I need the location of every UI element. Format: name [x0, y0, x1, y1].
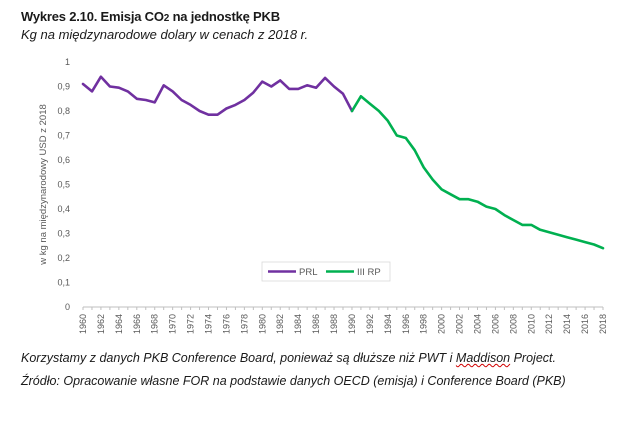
x-tick-label: 2012	[544, 314, 554, 334]
y-axis: 0 0,1 0,2 0,3 0,4 0,5 0,6 0,7 0,8 0,9 1 w kg na mię…	[38, 57, 70, 312]
legend-label: III RP	[357, 267, 381, 278]
legend: PRL III RP	[261, 261, 391, 282]
x-tick-label: 1968	[150, 314, 160, 334]
x-tick-label: 2018	[598, 314, 608, 334]
x-tick-label: 1994	[383, 314, 393, 334]
x-tick-label: 1962	[96, 314, 106, 334]
x-tick-label: 1990	[347, 314, 357, 334]
y-tick-label: 0,4	[57, 204, 70, 214]
y-tick-label: 1	[65, 57, 70, 67]
x-tick-label: 1976	[221, 314, 231, 334]
y-tick-label: 0,3	[57, 229, 70, 239]
title-suffix: na jednostkę PKB	[169, 9, 281, 24]
x-tick-label: 2008	[508, 314, 518, 334]
y-tick-label: 0,2	[57, 253, 70, 263]
y-tick-label: 0,5	[57, 180, 70, 190]
x-tick-label: 1974	[204, 314, 214, 334]
x-tick-label: 2014	[562, 314, 572, 334]
x-tick-label: 1960	[78, 314, 88, 334]
footnote-spellcheck-word: Maddison	[455, 351, 511, 365]
x-tick-label: 1964	[114, 314, 124, 334]
chart-subtitle: Kg na międzynarodowe dolary w cenach z 2…	[21, 27, 309, 42]
series-line-iii-rp	[350, 95, 605, 250]
y-tick-label: 0,7	[57, 131, 70, 141]
x-tick-label: 1980	[257, 314, 267, 334]
line-chart: 0 0,1 0,2 0,3 0,4 0,5 0,6 0,7 0,8 0,9 1 w kg na mię…	[38, 57, 608, 334]
x-tick-label: 2016	[580, 314, 590, 334]
footnote-text: Korzystamy z danych PKB Conference Board…	[21, 351, 456, 365]
title-text: Wykres 2.10. Emisja CO	[21, 9, 164, 24]
x-tick-label: 1996	[401, 314, 411, 334]
x-tick-label: 1978	[239, 314, 249, 334]
y-tick-label: 0,1	[57, 278, 70, 288]
chart-title: Wykres 2.10. Emisja CO2 na jednostkę PKB	[21, 9, 280, 24]
x-tick-label: 1986	[311, 314, 321, 334]
title-subscript: 2	[163, 13, 170, 24]
y-tick-label: 0,9	[57, 82, 70, 92]
x-tick-label: 2004	[472, 314, 482, 334]
y-tick-label: 0	[65, 302, 70, 312]
footnote: Korzystamy z danych PKB Conference Board…	[21, 350, 616, 367]
x-tick-label: 1982	[275, 314, 285, 334]
y-tick-label: 0,6	[57, 155, 70, 165]
legend-label: PRL	[299, 267, 317, 278]
x-tick-label: 1972	[186, 314, 196, 334]
x-tick-label: 1992	[365, 314, 375, 334]
y-tick-label: 0,8	[57, 106, 70, 116]
x-tick-label: 2010	[526, 314, 536, 334]
x-tick-label: 2000	[437, 314, 447, 334]
x-tick-label: 2002	[455, 314, 465, 334]
x-tick-label: 1970	[168, 314, 178, 334]
x-tick-label: 1998	[419, 314, 429, 334]
series-lines	[81, 75, 605, 250]
source-note: Źródło: Opracowanie własne FOR na podsta…	[21, 374, 566, 388]
x-tick-label: 2006	[490, 314, 500, 334]
footnote-text-end: Project.	[510, 351, 556, 365]
y-axis-title: w kg na międzynarodowy USD z 2018	[38, 104, 49, 266]
x-tick-label: 1988	[329, 314, 339, 334]
x-tick-label: 1984	[293, 314, 303, 334]
x-tick-label: 1966	[132, 314, 142, 334]
series-line-prl	[81, 75, 354, 116]
x-axis: 1960 1962 1964 1966 1968 1970 1972 1974 1976 1978…	[78, 306, 608, 334]
